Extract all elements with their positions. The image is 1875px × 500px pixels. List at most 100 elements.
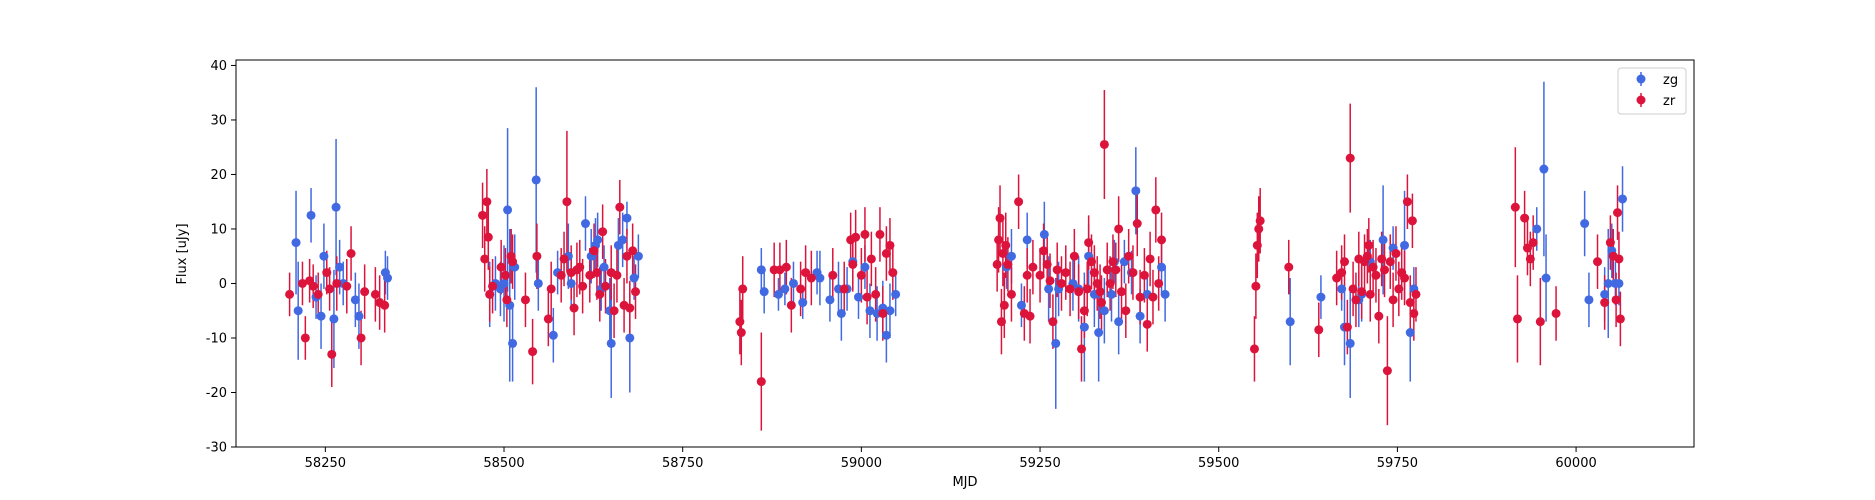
y-tick-label: -10 bbox=[206, 331, 227, 346]
series-zg-point bbox=[1618, 194, 1628, 204]
series-zr-point bbox=[1048, 317, 1058, 327]
series-zr-point bbox=[862, 292, 872, 302]
series-zr-point bbox=[1251, 281, 1261, 291]
series-zr-point bbox=[1089, 268, 1099, 278]
series-zr-point bbox=[1348, 284, 1358, 294]
series-zr-point bbox=[569, 303, 579, 313]
series-zr-point bbox=[313, 289, 323, 299]
series-zr-point bbox=[592, 268, 602, 278]
series-zr-point bbox=[1142, 319, 1152, 329]
series-zg-point bbox=[593, 235, 603, 245]
series-zg-point bbox=[1316, 292, 1326, 302]
series-zr-point bbox=[615, 202, 625, 212]
y-axis: -30 -20 -10 0 10 20 30 40 bbox=[206, 59, 236, 456]
series-zr-point bbox=[1084, 238, 1094, 248]
series-zr-point bbox=[585, 270, 595, 280]
series-zr-point bbox=[1151, 205, 1161, 215]
legend-box bbox=[1617, 67, 1687, 115]
series-zr-point bbox=[1400, 273, 1410, 283]
series-zg-point bbox=[759, 287, 769, 297]
series-zg-point bbox=[1345, 338, 1355, 348]
series-zr-point bbox=[1056, 278, 1066, 288]
series-zr-point bbox=[1254, 224, 1264, 234]
series-zr-point bbox=[1065, 284, 1075, 294]
series-zr-point bbox=[483, 232, 493, 242]
series-zg-point bbox=[1378, 235, 1388, 245]
series-zg-point bbox=[1400, 240, 1410, 250]
series-zr-point bbox=[1613, 208, 1623, 218]
legend-zg-marker bbox=[1636, 74, 1646, 84]
series-zr-point bbox=[1069, 251, 1079, 261]
series-zr-point bbox=[1121, 306, 1131, 316]
series-zr-point bbox=[1157, 235, 1167, 245]
series-zg-point bbox=[319, 251, 329, 261]
series-zr-point bbox=[370, 289, 380, 299]
series-zr-point bbox=[1407, 216, 1417, 226]
series-zr-point bbox=[1148, 292, 1158, 302]
series-zr-point bbox=[1374, 311, 1384, 321]
legend-zg-label: zg bbox=[1663, 73, 1678, 88]
series-zg-point bbox=[331, 202, 341, 212]
series-zr-point bbox=[735, 317, 745, 327]
legend: zg zr bbox=[1617, 67, 1687, 115]
series-zr-point bbox=[781, 262, 791, 272]
series-zg-point bbox=[622, 213, 632, 223]
legend-entry-zg: zg bbox=[1636, 72, 1678, 88]
series-zr-point bbox=[1111, 265, 1121, 275]
series-zg-point bbox=[316, 311, 326, 321]
series-zr-point bbox=[1394, 284, 1404, 294]
series-zr-point bbox=[631, 287, 641, 297]
series-zg-point bbox=[306, 210, 316, 220]
series-zr-point bbox=[1314, 325, 1324, 335]
plot-frame bbox=[235, 59, 1695, 448]
series-zg-point bbox=[1580, 219, 1590, 229]
legend-zr-label: zr bbox=[1663, 94, 1676, 109]
series-zr-point bbox=[628, 246, 638, 256]
series-zg-point bbox=[1539, 164, 1549, 174]
series-zr-point bbox=[1082, 284, 1092, 294]
series-zr-point bbox=[488, 281, 498, 291]
series-zg-point bbox=[1022, 235, 1032, 245]
series-zr-point bbox=[1377, 254, 1387, 264]
series-zr-point bbox=[1551, 308, 1561, 318]
series-zr-point bbox=[520, 295, 530, 305]
series-zg-point bbox=[1405, 328, 1415, 338]
series-zr-point bbox=[1340, 257, 1350, 267]
series-zr-point bbox=[1409, 308, 1419, 318]
series-zr-point bbox=[738, 284, 748, 294]
series-zr-point bbox=[480, 254, 490, 264]
series-zg-point bbox=[606, 338, 616, 348]
y-tick-label: 0 bbox=[219, 277, 227, 292]
series-zr-point bbox=[1114, 224, 1124, 234]
series-zr-point bbox=[1052, 265, 1062, 275]
series-zr-point bbox=[1535, 317, 1545, 327]
series-zr-point bbox=[1249, 344, 1259, 354]
series-zr-point bbox=[888, 268, 898, 278]
series-zg-point bbox=[1016, 300, 1026, 310]
series-zg-point bbox=[503, 205, 513, 215]
series-zr-point bbox=[342, 281, 352, 291]
series-zr-point bbox=[1006, 289, 1016, 299]
series-zr-point bbox=[1522, 243, 1532, 253]
series-zr-point bbox=[1605, 238, 1615, 248]
series-zg-point bbox=[836, 308, 846, 318]
series-zr-point bbox=[992, 259, 1002, 269]
series-zg-point bbox=[1160, 289, 1170, 299]
series-zr-point bbox=[1124, 251, 1134, 261]
series-zr-point bbox=[860, 229, 870, 239]
series-zg-point bbox=[798, 298, 808, 308]
x-tick-label: 59000 bbox=[841, 456, 882, 471]
series-zr-point bbox=[878, 308, 888, 318]
series-zr-point bbox=[828, 270, 838, 280]
series-zr-point bbox=[1362, 251, 1372, 261]
series-zr-point bbox=[332, 278, 342, 288]
x-tick-label: 58750 bbox=[662, 456, 703, 471]
series-zg-point bbox=[566, 278, 576, 288]
y-tick-label: 30 bbox=[210, 113, 227, 128]
series-zg-point bbox=[1051, 338, 1061, 348]
series-zr-point bbox=[1614, 254, 1624, 264]
series-zg-point bbox=[1131, 186, 1141, 196]
series-zg-point bbox=[773, 289, 783, 299]
series-zr-point bbox=[1087, 257, 1097, 267]
series-zr-point bbox=[502, 295, 512, 305]
